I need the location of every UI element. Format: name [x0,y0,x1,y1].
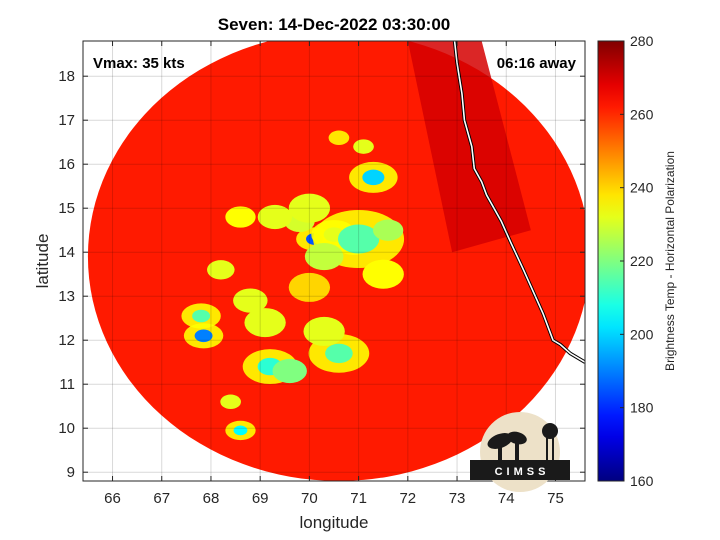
x-tick-label: 71 [350,490,367,507]
x-tick-label: 69 [252,490,269,507]
plot-area [82,40,586,482]
y-tick-label: 9 [67,464,75,481]
convection-cell [192,309,211,323]
logo-text: CIMSS [495,466,550,478]
x-tick-label: 72 [399,490,416,507]
logo-dish-stand [498,444,502,460]
logo-dish-stand [515,443,519,460]
colorbar-tick-label: 240 [630,180,654,196]
x-tick-label: 73 [449,490,466,507]
convection-cell [194,329,213,343]
colorbar-ticks: 160 180 200 220 240 260 280 [620,33,654,489]
x-tick-label: 75 [547,490,564,507]
logo-dish [487,433,513,449]
logo-tower-tank [542,423,558,439]
convection-cell [304,243,344,271]
plot-frame [82,40,586,482]
convection-cell [220,394,241,410]
colorbar-tick-label: 220 [630,253,654,269]
convection-cell [325,343,353,364]
colorbar-tick-label: 260 [630,106,654,122]
colorbar-tick-label: 200 [630,326,654,342]
convection-cell [362,169,385,186]
chart-title: Seven: 14-Dec-2022 03:30:00 [218,15,450,34]
convection-cell [288,272,331,302]
y-axis-label: latitude [33,234,52,289]
convection-cell [207,260,235,280]
cimss-logo: CIMSS [470,412,570,492]
convection-cell [225,206,256,228]
swath-dark-strip [407,41,531,253]
convection-cell [257,204,293,230]
logo-dish [507,431,527,445]
convection-cell [372,219,404,241]
convection-cell [353,139,374,154]
convection-cell [272,358,307,384]
convection-cell [244,308,286,338]
logo-banner [470,460,570,480]
x-tick-label: 74 [498,490,515,507]
y-tick-label: 10 [58,420,75,437]
convection-cell [362,259,404,289]
tick-marks [83,41,585,481]
convection-cell [303,316,345,346]
colorbar-label: Brightness Temp - Horizontal Polarizatio… [663,151,677,371]
logo-tower-leg [546,438,548,460]
y-tick-label: 17 [58,112,75,129]
colorbar-tick-label: 160 [630,473,654,489]
colorbar-bar [597,40,625,482]
y-tick-label: 11 [59,376,75,393]
x-tick-label: 66 [104,490,121,507]
colorbar-tick-label: 180 [630,400,654,416]
convection-cell [233,425,248,436]
x-axis-label: longitude [299,513,368,532]
y-tick-label: 16 [58,156,75,173]
x-tick-label: 70 [301,490,318,507]
convection-cell [337,224,380,254]
swath-image [87,41,585,481]
logo-tower-leg [552,438,554,460]
y-tick-label: 15 [58,200,75,217]
vmax-annotation: Vmax: 35 kts [93,55,185,72]
grid-lines [83,41,585,481]
y-tick-label: 13 [58,288,75,305]
y-tick-label: 12 [58,332,75,349]
x-tick-labels: 66 67 68 69 70 71 72 73 74 75 [104,490,564,507]
x-tick-label: 67 [153,490,170,507]
convection-cell [288,193,331,223]
y-tick-label: 14 [58,244,75,261]
time-away-annotation: 06:16 away [497,55,577,72]
coastline [453,41,585,363]
y-tick-label: 18 [58,68,75,85]
convection-cell [233,288,268,313]
colorbar-tick-label: 280 [630,33,654,49]
x-tick-label: 68 [203,490,220,507]
y-tick-labels: 9 10 11 12 13 14 15 16 17 18 [58,68,75,481]
colorbar: 160 180 200 220 240 260 280 Brightness Temp - … [597,33,677,489]
convection-cell [328,130,350,146]
